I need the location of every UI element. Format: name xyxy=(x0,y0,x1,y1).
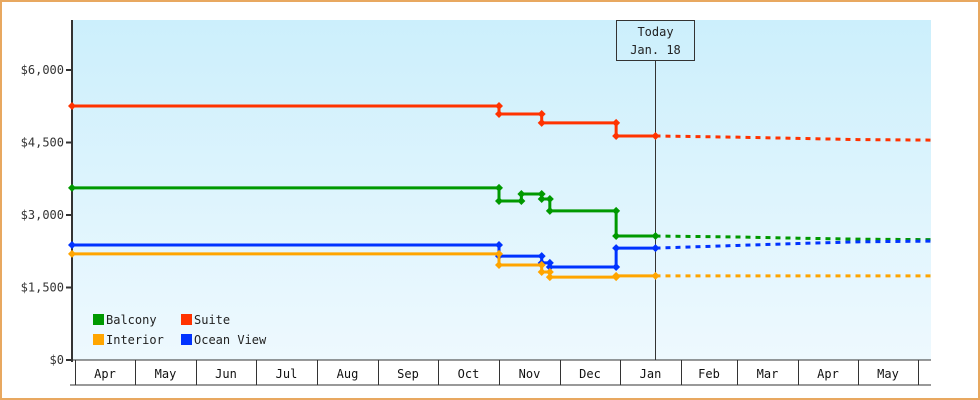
legend-label: Interior xyxy=(106,333,164,347)
data-point-marker xyxy=(612,271,621,280)
data-point-marker xyxy=(537,109,546,118)
data-point-marker xyxy=(68,249,76,258)
forecast-line xyxy=(655,239,932,250)
series-lines xyxy=(68,102,932,282)
series-suite xyxy=(68,102,932,142)
y-tick-label: $0 xyxy=(50,353,64,367)
data-point-marker xyxy=(537,189,546,198)
data-point-marker xyxy=(545,206,554,215)
today-marker: Today Jan. 18 xyxy=(616,20,695,360)
data-point-marker xyxy=(651,244,660,253)
data-point-marker xyxy=(651,131,660,140)
month-label: Nov xyxy=(519,367,541,381)
y-tick-label: $1,500 xyxy=(21,281,64,295)
data-point-marker xyxy=(545,262,554,271)
x-axis: Apr May Jun Jul Aug Sep Oct Nov Dec Jan Feb Mar Apr M… xyxy=(70,359,931,386)
month-label: Apr xyxy=(94,367,116,381)
data-point-marker xyxy=(537,195,546,204)
legend: Balcony Suite Interior Ocean View xyxy=(93,313,267,347)
legend-swatch xyxy=(181,334,192,345)
data-point-marker xyxy=(517,189,526,198)
data-point-marker xyxy=(495,249,503,258)
month-label: Jul xyxy=(276,367,298,381)
month-label: Jun xyxy=(215,367,237,381)
series-balcony xyxy=(68,183,932,242)
legend-swatch xyxy=(181,314,192,325)
data-point-marker xyxy=(537,268,546,277)
legend-label: Balcony xyxy=(106,313,157,327)
legend-swatch xyxy=(93,314,104,325)
data-point-marker xyxy=(545,268,554,277)
legend-swatch xyxy=(93,334,104,345)
data-point-marker xyxy=(612,206,621,215)
month-label: Jan xyxy=(640,367,662,381)
y-tick-label: $6,000 xyxy=(21,63,64,77)
data-point-marker xyxy=(68,102,76,111)
month-label: Dec xyxy=(579,367,601,381)
data-point-marker xyxy=(612,118,621,127)
data-point-marker xyxy=(495,261,503,270)
data-point-marker xyxy=(517,196,526,205)
y-tick-label: $4,500 xyxy=(21,136,64,150)
data-point-marker xyxy=(612,232,621,241)
data-point-marker xyxy=(495,109,503,118)
data-point-marker xyxy=(537,252,546,261)
data-point-marker xyxy=(537,118,546,127)
data-point-marker xyxy=(495,196,503,205)
series-interior xyxy=(68,249,931,282)
data-point-marker xyxy=(495,183,503,192)
y-axis: $0 $1,500 $3,000 $4,500 $6,000 xyxy=(21,20,73,367)
data-point-marker xyxy=(651,232,660,241)
data-point-marker xyxy=(545,258,554,267)
month-label: Apr xyxy=(817,367,839,381)
today-date-label: Jan. 18 xyxy=(630,43,681,57)
today-label: Today xyxy=(637,25,673,39)
data-point-marker xyxy=(545,273,554,282)
data-point-marker xyxy=(651,271,660,280)
y-tick-label: $3,000 xyxy=(21,208,64,222)
month-label: May xyxy=(877,367,899,381)
month-label: May xyxy=(155,367,177,381)
legend-label: Suite xyxy=(194,313,230,327)
legend-label: Ocean View xyxy=(194,333,267,347)
data-point-marker xyxy=(495,240,503,249)
data-point-marker xyxy=(612,244,621,253)
month-label: Sep xyxy=(397,367,419,381)
month-label: Aug xyxy=(337,367,359,381)
month-label: Mar xyxy=(757,367,779,381)
plot-area xyxy=(72,20,931,360)
data-point-marker xyxy=(537,261,546,270)
data-point-marker xyxy=(612,131,621,140)
month-label: Feb xyxy=(698,367,720,381)
data-point-marker xyxy=(495,102,503,111)
data-point-marker xyxy=(68,240,76,249)
data-point-marker xyxy=(612,262,621,271)
today-box xyxy=(616,20,695,61)
forecast-line xyxy=(655,134,932,142)
data-point-marker xyxy=(545,195,554,204)
data-point-marker xyxy=(68,183,76,192)
month-label: Oct xyxy=(458,367,480,381)
forecast-line xyxy=(655,234,932,242)
